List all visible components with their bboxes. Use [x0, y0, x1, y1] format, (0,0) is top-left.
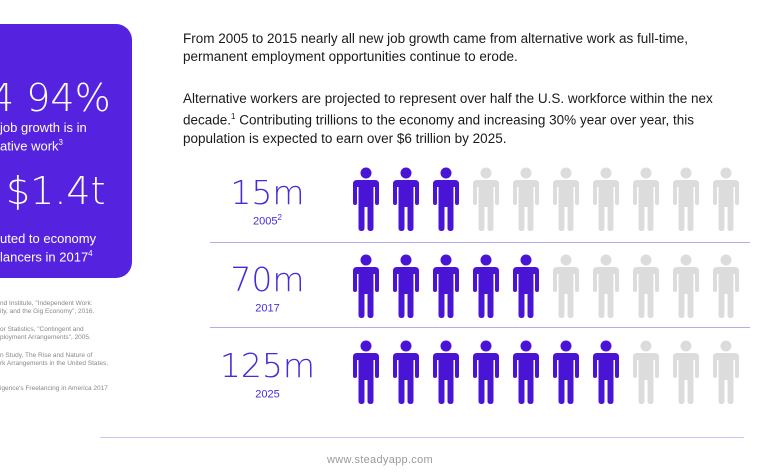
projection-line: decade.1 Contributing trillions to the e…	[183, 112, 694, 128]
stat-economy-caption-line2: lancers in 20174	[0, 249, 93, 265]
person-icon	[553, 254, 579, 318]
reference-line: ployment Arrangements", 2005.	[0, 334, 91, 341]
person-icon	[633, 167, 659, 231]
person-icon	[513, 340, 539, 404]
projection-paragraph: Alternative workers are projected to rep…	[183, 90, 760, 148]
projection-line: Alternative workers are projected to rep…	[183, 91, 713, 106]
person-icon	[553, 340, 579, 404]
stat-economy-value: $1.4t	[6, 169, 106, 213]
person-icon	[593, 340, 619, 404]
person-icon	[713, 340, 739, 404]
row-year: 2017	[255, 302, 280, 315]
workforce-row-2005: 15m 20052	[210, 167, 750, 247]
footer-divider	[100, 437, 744, 438]
reference-line: rk Arrangements in the United States,	[0, 360, 109, 367]
row-divider	[210, 242, 750, 243]
reference-line: ity, and the Gig Economy", 2016.	[0, 308, 95, 315]
person-icon	[673, 340, 699, 404]
person-icon	[393, 254, 419, 318]
stat-job-growth-value: 4 94%	[0, 76, 111, 120]
person-icon	[713, 167, 739, 231]
workforce-row-2025: 125m 2025	[210, 340, 750, 420]
person-icon	[673, 167, 699, 231]
row-year: 20052	[253, 213, 282, 228]
footer-url: www.steadyapp.com	[327, 454, 433, 466]
references: nd Institute, "Independent Work: ity, an…	[0, 300, 135, 403]
person-icon	[393, 340, 419, 404]
row-value: 125m	[219, 346, 316, 385]
person-icon	[353, 167, 379, 231]
row-value: 15m	[230, 173, 305, 212]
person-icon	[393, 167, 419, 231]
person-icon	[513, 254, 539, 318]
projection-line: population is expected to earn over $6 t…	[183, 130, 507, 146]
person-icon	[473, 340, 499, 404]
stat-job-growth-caption-line1: job growth is in	[0, 120, 87, 135]
reference-line: n Study, The Rise and Nature of	[0, 352, 93, 359]
row-year: 2025	[255, 388, 280, 401]
person-icon	[713, 254, 739, 318]
person-icon	[433, 340, 459, 404]
reference-line: nd Institute, "Independent Work:	[0, 300, 93, 307]
person-icon	[593, 167, 619, 231]
person-icon	[633, 340, 659, 404]
row-divider	[210, 327, 750, 328]
reference-line: or Statistics, "Contingent and	[0, 326, 84, 333]
person-icon	[593, 254, 619, 318]
person-icon	[433, 254, 459, 318]
person-icon	[433, 167, 459, 231]
stat-economy-caption-line1: uted to economy	[0, 231, 97, 246]
person-icon	[353, 340, 379, 404]
stat-card: 4 94% job growth is in ative work3 $1.4t…	[0, 24, 132, 278]
person-icon	[513, 167, 539, 231]
person-icon	[473, 254, 499, 318]
intro-line: permanent employment opportunities conti…	[183, 49, 518, 64]
intro-line: From 2005 to 2015 nearly all new job gro…	[183, 31, 688, 46]
person-icon	[553, 167, 579, 231]
workforce-row-2017: 70m 2017	[210, 254, 750, 334]
person-icon	[633, 254, 659, 318]
person-icon	[473, 167, 499, 231]
person-icon	[353, 254, 379, 318]
stat-job-growth-caption-line2: ative work3	[0, 138, 63, 154]
person-icon	[673, 254, 699, 318]
intro-paragraph: From 2005 to 2015 nearly all new job gro…	[183, 30, 760, 66]
reference-line: igence's Freelancing in America 2017	[0, 385, 108, 392]
row-value: 70m	[230, 260, 305, 299]
